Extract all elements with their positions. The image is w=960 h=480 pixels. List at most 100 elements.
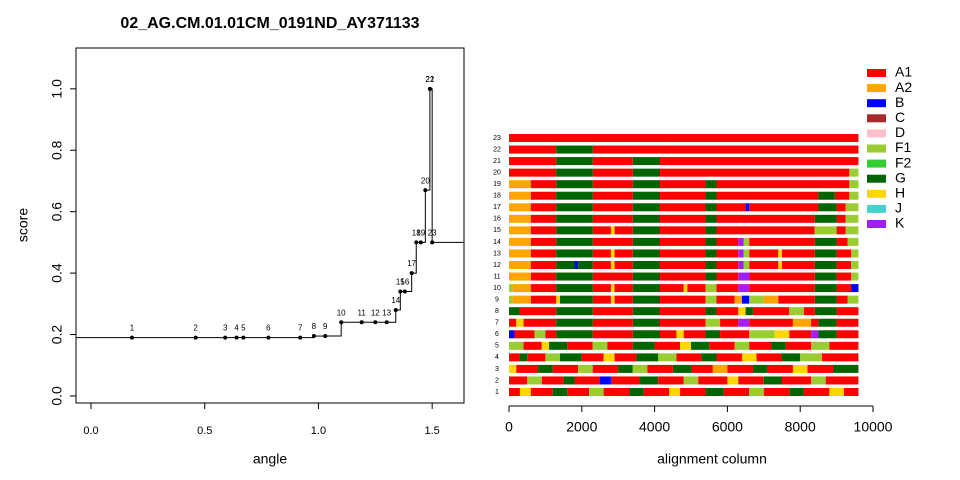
segment [632, 249, 661, 258]
segment [592, 214, 633, 223]
segment [527, 376, 542, 385]
segment [660, 214, 706, 223]
segment [556, 261, 575, 269]
row-label: 3 [495, 366, 499, 373]
segment [509, 318, 517, 327]
segment [614, 284, 633, 293]
segment [556, 191, 593, 200]
segment [556, 214, 593, 223]
segment [705, 180, 717, 189]
chart-title: 02_AG.CM.01.01CM_0191ND_AY371133 [120, 15, 419, 32]
step-segment [404, 273, 413, 293]
segment [556, 145, 593, 154]
segment [632, 295, 661, 304]
segment [592, 295, 611, 304]
segment [549, 341, 568, 350]
row-label: 11 [493, 273, 500, 280]
row-label: 16 [493, 216, 501, 223]
segment [552, 388, 568, 396]
x-tick-label: 4000 [639, 419, 670, 435]
segment [610, 249, 615, 258]
segment [752, 307, 790, 316]
segment [556, 180, 593, 189]
segment [705, 191, 717, 200]
segment [836, 237, 848, 246]
segment [660, 272, 706, 281]
segment [749, 261, 779, 269]
segment [847, 237, 859, 246]
segment [610, 226, 615, 235]
segment [509, 180, 531, 189]
segment [792, 318, 812, 327]
segment [814, 295, 837, 304]
row-label: 12 [493, 262, 501, 269]
segment [716, 226, 815, 235]
segment [829, 341, 859, 350]
segment [705, 203, 717, 212]
segment [683, 330, 706, 339]
legend-label: F1 [895, 139, 912, 155]
segment [509, 272, 531, 281]
point-label: 2 [193, 324, 198, 333]
segment [705, 237, 717, 246]
segment [818, 318, 837, 327]
x-tick-label: 8000 [785, 419, 816, 435]
segment [836, 295, 848, 304]
point-label: 12 [371, 308, 380, 317]
segment [829, 388, 844, 396]
segment [749, 295, 764, 304]
segment [607, 341, 633, 350]
segment [738, 261, 744, 269]
segment [738, 249, 744, 258]
point-label: 9 [323, 322, 328, 331]
segment [782, 261, 815, 269]
segment [556, 272, 593, 281]
segment [738, 237, 744, 246]
y-tick-label: 0.0 [49, 386, 65, 406]
segment [836, 203, 846, 212]
step-segment [425, 88, 431, 191]
segment [592, 330, 633, 339]
segment [632, 307, 661, 316]
legend-label: B [895, 94, 904, 110]
segment [538, 364, 553, 373]
segment [632, 214, 661, 223]
point-label: 15 [396, 278, 405, 287]
row-label: 15 [493, 227, 501, 234]
segment [778, 261, 782, 269]
row-label: 22 [493, 146, 501, 153]
segment [509, 237, 531, 246]
segment [741, 295, 750, 304]
segment [592, 180, 633, 189]
segment [705, 226, 717, 235]
segment [632, 168, 661, 177]
segment [556, 284, 593, 293]
segment [716, 353, 742, 362]
segment [530, 295, 557, 304]
point-label: 22 [425, 75, 434, 84]
segment [660, 330, 677, 339]
segment [545, 330, 557, 339]
segment [716, 295, 735, 304]
segment [574, 376, 600, 385]
segment [785, 341, 812, 350]
segment [749, 341, 772, 350]
segment [811, 318, 819, 327]
segment [669, 388, 681, 396]
legend-label: A1 [895, 64, 912, 80]
segment [789, 307, 804, 316]
segment [578, 261, 593, 269]
segment [519, 307, 557, 316]
legend-swatch [867, 144, 886, 153]
row-label: 13 [493, 250, 501, 257]
segment [658, 353, 677, 362]
segment [519, 353, 528, 362]
segment [660, 180, 706, 189]
y-tick-label: 1.0 [49, 79, 65, 99]
segment [509, 214, 531, 223]
segment [800, 353, 823, 362]
segment [632, 180, 661, 189]
segment [716, 180, 850, 189]
segment [632, 157, 661, 166]
